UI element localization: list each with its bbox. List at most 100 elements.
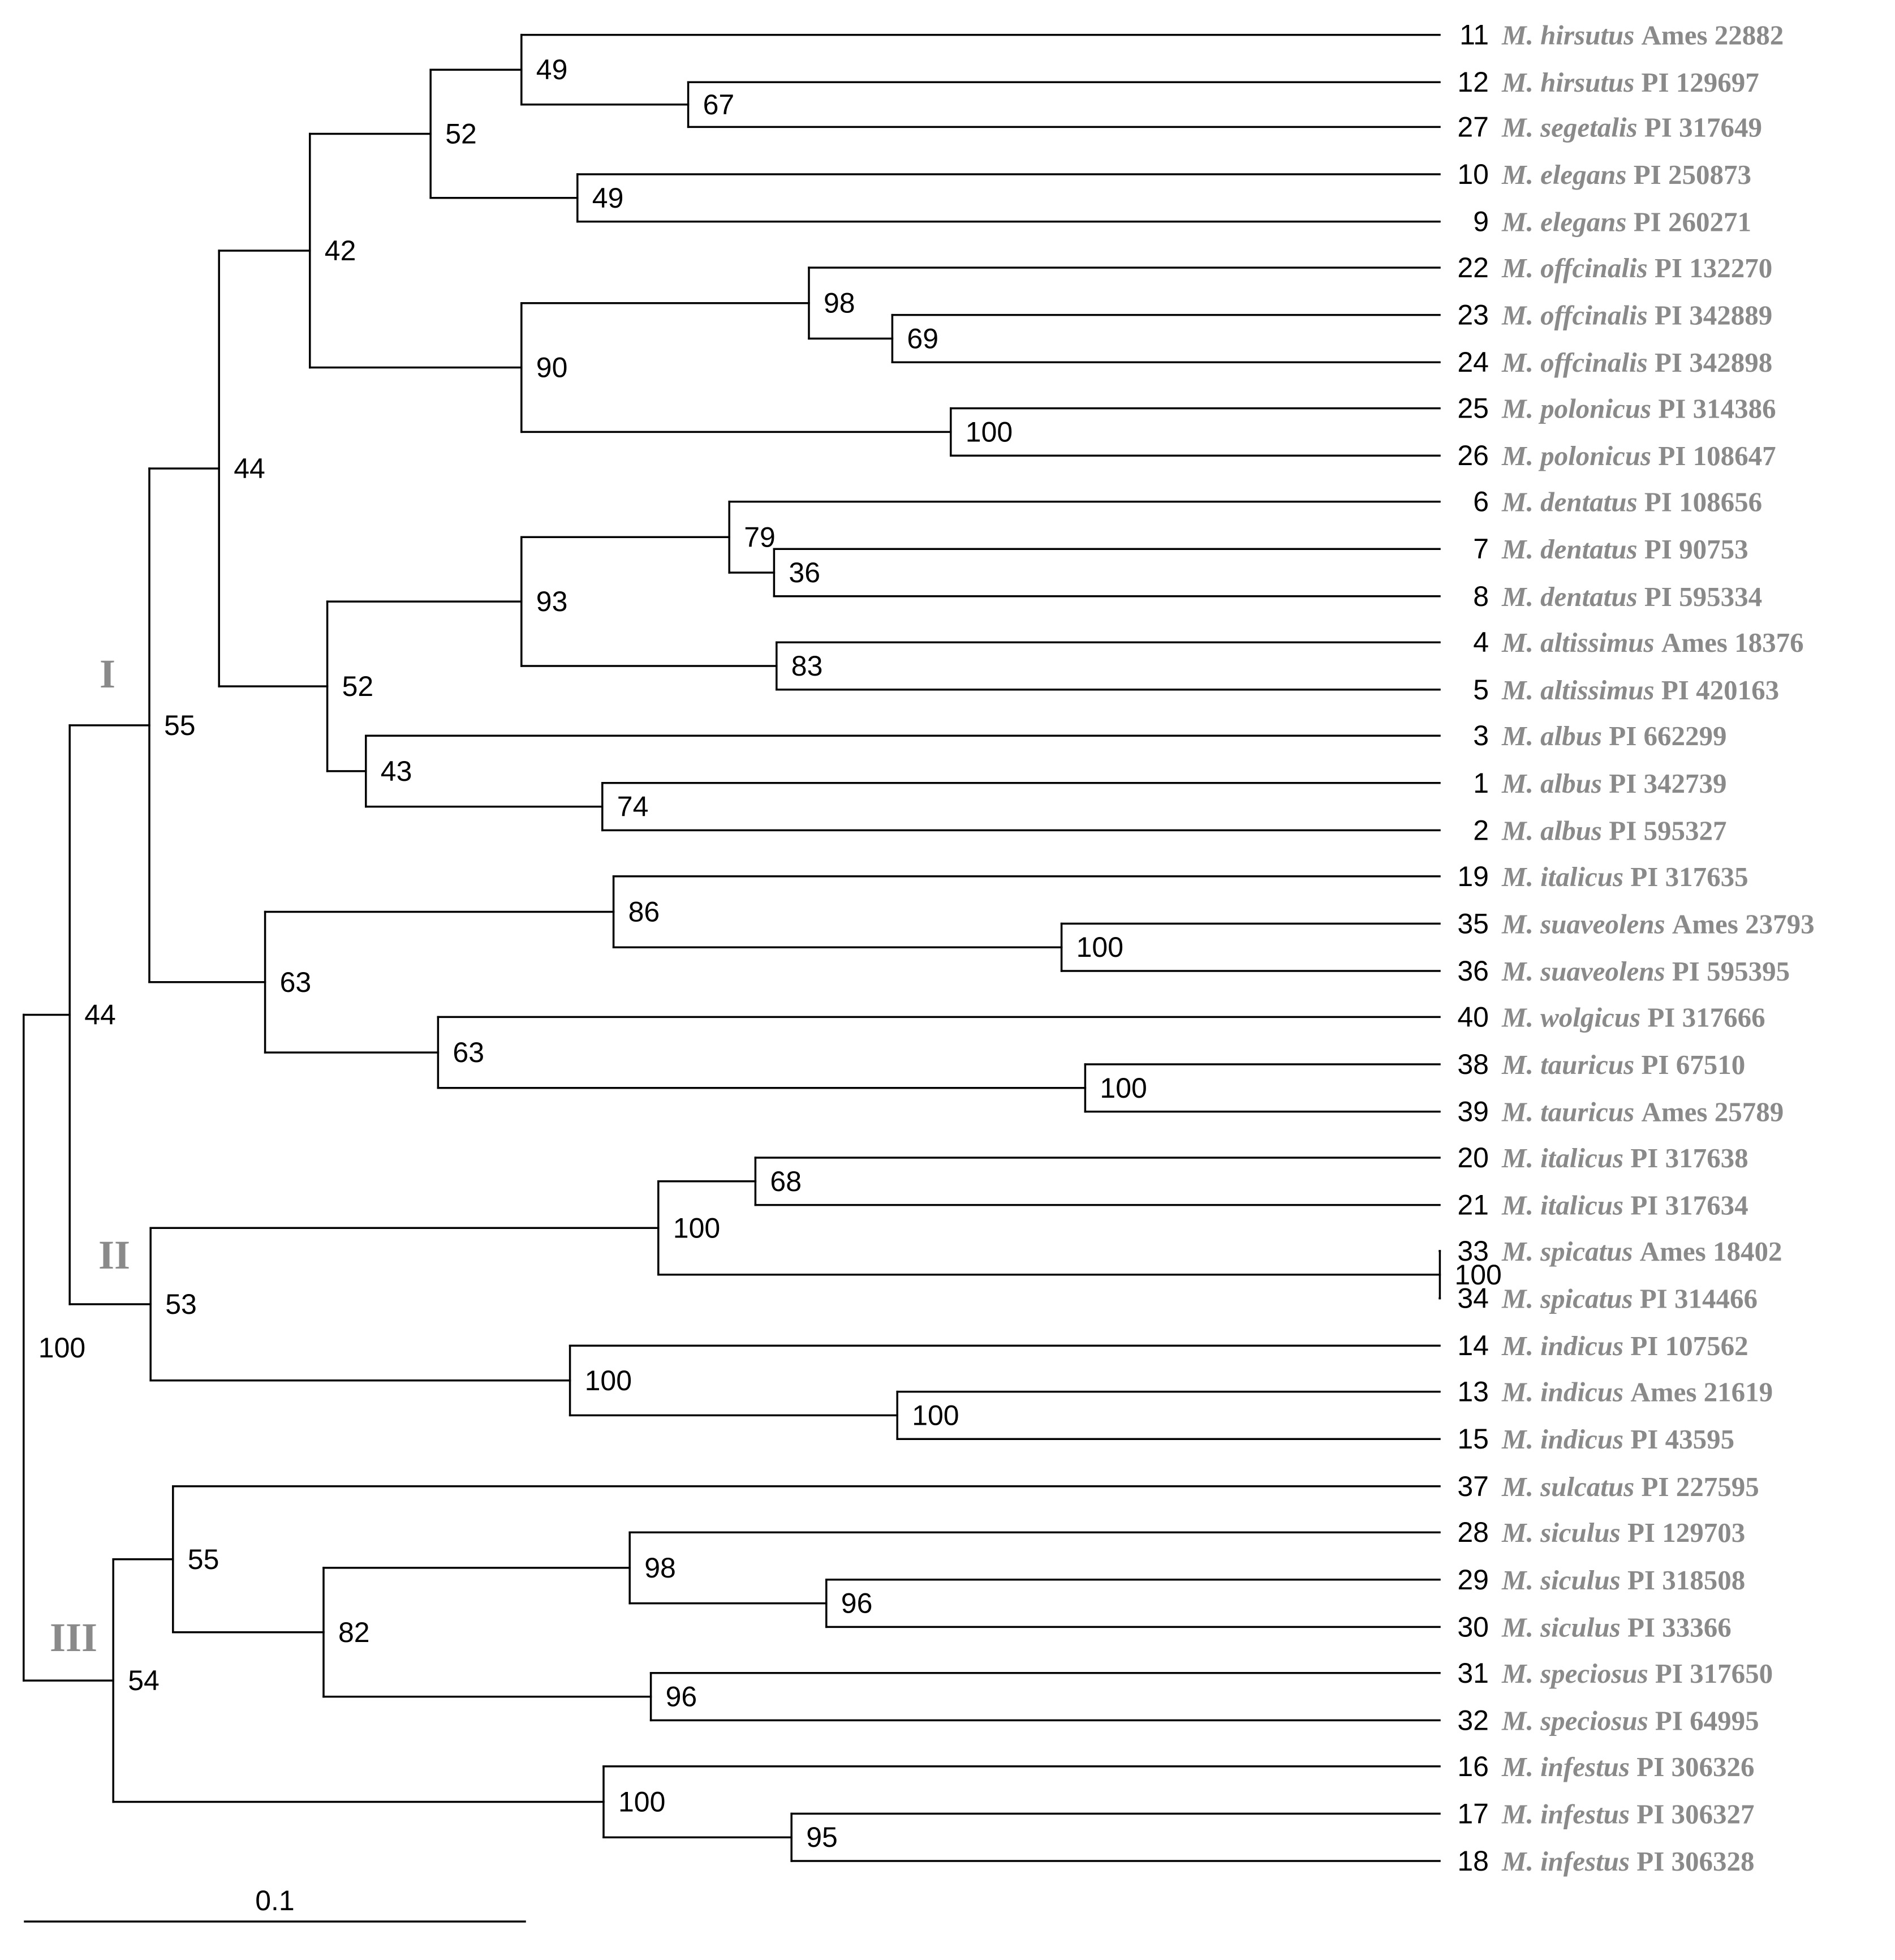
species-name: M. dentatus (1501, 534, 1644, 565)
taxon-name: M. indicus PI 43595 (1501, 1424, 1734, 1455)
bootstrap-value: 69 (907, 323, 938, 354)
taxon-label: 35 M. suaveolens Ames 23793 (1457, 908, 1814, 939)
species-name: M. indicus (1501, 1424, 1630, 1455)
bootstrap-value: 96 (666, 1681, 697, 1713)
bootstrap-value: 54 (128, 1665, 160, 1696)
taxon-label: 8 M. dentatus PI 595334 (1473, 581, 1762, 612)
tree-branches (23, 33, 1441, 1862)
taxon-id: 29 (1457, 1564, 1489, 1596)
bootstrap-value: 52 (445, 118, 477, 150)
bootstrap-value: 42 (325, 235, 356, 267)
accession-id: PI 342898 (1655, 347, 1772, 378)
taxon-id: 21 (1457, 1189, 1489, 1221)
accession-id: PI 108647 (1658, 440, 1776, 471)
taxon-label: 11 M. hirsutus Ames 22882 (1459, 19, 1784, 51)
scale-bar: 0.1 (24, 1885, 526, 1923)
species-name: M. speciosus (1501, 1658, 1655, 1689)
taxon-id: 25 (1457, 393, 1489, 424)
bootstrap-value: 96 (841, 1588, 873, 1619)
bootstrap-value: 100 (618, 1786, 665, 1818)
accession-id: PI 90753 (1644, 534, 1748, 565)
species-name: M. albus (1501, 720, 1609, 751)
bootstrap-value: 63 (280, 966, 312, 998)
taxon-id: 14 (1457, 1330, 1489, 1361)
taxon-name: M. infestus PI 306327 (1501, 1798, 1755, 1829)
taxon-id: 38 (1457, 1048, 1489, 1080)
taxon-id: 10 (1457, 158, 1489, 190)
taxon-name: M. spicatus Ames 18402 (1501, 1236, 1782, 1267)
taxon-name: M. elegans PI 260271 (1501, 207, 1751, 238)
taxon-name: M. siculus PI 318508 (1501, 1564, 1745, 1596)
taxon-id: 5 (1473, 674, 1489, 706)
taxon-name: M. indicus Ames 21619 (1501, 1377, 1773, 1408)
taxon-id: 34 (1457, 1283, 1489, 1314)
bootstrap-value: 100 (585, 1365, 632, 1396)
accession-id: PI 227595 (1641, 1471, 1759, 1502)
taxon-id: 17 (1457, 1798, 1489, 1829)
bootstrap-value: 49 (592, 182, 624, 214)
bootstrap-value: 95 (806, 1821, 838, 1853)
species-name: M. infestus (1501, 1751, 1636, 1782)
accession-id: PI 43595 (1630, 1424, 1734, 1455)
taxon-label: 16 M. infestus PI 306326 (1457, 1751, 1754, 1782)
species-name: M. suaveolens (1501, 956, 1672, 987)
bootstrap-value: 100 (1100, 1072, 1147, 1104)
taxon-label: 36 M. suaveolens PI 595395 (1457, 955, 1790, 987)
taxon-name: M. spicatus PI 314466 (1501, 1283, 1758, 1314)
taxon-label: 15 M. indicus PI 43595 (1457, 1423, 1734, 1455)
taxon-name: M. siculus PI 129703 (1501, 1517, 1745, 1548)
taxon-id: 11 (1459, 19, 1489, 51)
accession-id: Ames 18402 (1640, 1236, 1782, 1267)
taxon-name: M. italicus PI 317634 (1501, 1190, 1748, 1221)
accession-id: PI 132270 (1655, 252, 1772, 283)
bootstrap-value: 55 (188, 1544, 219, 1575)
taxon-label: 9 M. elegans PI 260271 (1473, 206, 1751, 238)
accession-id: PI 250873 (1634, 159, 1751, 190)
accession-id: Ames 21619 (1630, 1377, 1773, 1408)
taxon-id: 12 (1457, 66, 1489, 98)
taxon-label: 21 M. italicus PI 317634 (1457, 1189, 1748, 1221)
taxon-id: 3 (1473, 720, 1489, 751)
bootstrap-value: 52 (342, 670, 374, 702)
species-name: M. offcinalis (1501, 300, 1655, 331)
taxon-label: 29 M. siculus PI 318508 (1457, 1564, 1745, 1596)
taxon-label: 32 M. speciosus PI 64995 (1457, 1704, 1759, 1736)
taxon-name: M. offcinalis PI 342889 (1501, 300, 1772, 331)
accession-id: PI 314386 (1658, 393, 1776, 424)
scale-bar-label: 0.1 (255, 1885, 295, 1916)
accession-id: PI 306326 (1636, 1751, 1754, 1782)
taxon-label: 38 M. tauricus PI 67510 (1457, 1048, 1745, 1080)
taxon-name: M. infestus PI 306328 (1501, 1846, 1755, 1877)
species-name: M. elegans (1501, 207, 1634, 238)
taxon-label: 3 M. albus PI 662299 (1473, 720, 1726, 751)
accession-id: PI 342739 (1609, 768, 1726, 799)
species-name: M. spicatus (1501, 1283, 1640, 1314)
species-name: M. infestus (1501, 1846, 1636, 1877)
accession-id: PI 33366 (1627, 1611, 1732, 1643)
species-name: M. offcinalis (1501, 347, 1655, 378)
taxon-id: 37 (1457, 1471, 1489, 1502)
species-name: M. altissimus (1501, 627, 1661, 658)
accession-id: Ames 18376 (1661, 627, 1804, 658)
taxon-id: 1 (1473, 767, 1489, 799)
bootstrap-value: 44 (234, 453, 265, 484)
species-name: M. spicatus (1501, 1236, 1640, 1267)
taxon-label: 2 M. albus PI 595327 (1473, 814, 1726, 846)
taxon-name: M. segetalis PI 317649 (1501, 111, 1762, 143)
taxon-name: M. altissimus Ames 18376 (1501, 627, 1804, 658)
taxon-id: 9 (1473, 206, 1489, 238)
taxon-name: M. infestus PI 306326 (1501, 1751, 1755, 1782)
species-name: M. suaveolens (1501, 908, 1672, 939)
taxon-label: 22 M. offcinalis PI 132270 (1457, 252, 1772, 283)
accession-id: PI 317634 (1630, 1190, 1748, 1221)
taxon-name: M. altissimus PI 420163 (1501, 674, 1779, 706)
accession-id: PI 318508 (1627, 1564, 1745, 1596)
taxon-label: 27 M. segetalis PI 317649 (1457, 111, 1762, 143)
taxon-id: 2 (1473, 814, 1489, 846)
taxon-label: 1 M. albus PI 342739 (1473, 767, 1726, 799)
taxon-label: 31 M. speciosus PI 317650 (1457, 1657, 1773, 1689)
taxon-id: 28 (1457, 1516, 1489, 1548)
bootstrap-value: 98 (824, 287, 855, 319)
taxon-name: M. suaveolens PI 595395 (1501, 956, 1790, 987)
